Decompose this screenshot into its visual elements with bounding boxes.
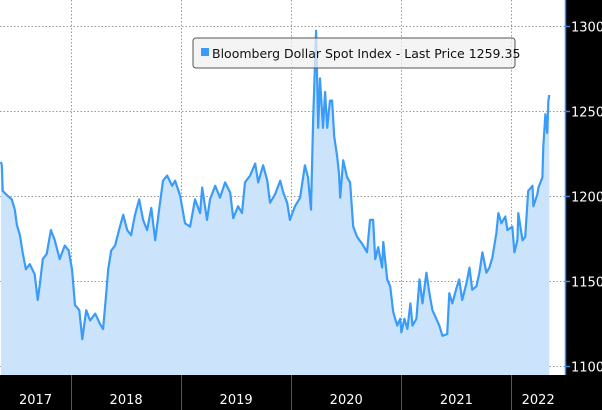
y-tick-label: 1150 [571, 276, 602, 291]
series-area-fill [0, 30, 550, 375]
y-tick-label: 1100 [571, 361, 602, 376]
y-tick-label: 1200 [571, 191, 602, 206]
y-tick-label: 1300 [571, 21, 602, 36]
legend-box [192, 37, 516, 69]
legend-label: Bloomberg Dollar Spot Index - Last Price… [212, 46, 520, 61]
x-tick-label: 2017 [19, 393, 52, 408]
x-tick-label: 2019 [220, 393, 253, 408]
x-tick-label: 2020 [330, 393, 363, 408]
y-tick-label: 1250 [571, 106, 602, 121]
x-tick-label: 2021 [440, 393, 473, 408]
x-tick-label: 2018 [110, 393, 143, 408]
series-line [0, 29, 551, 341]
legend: Bloomberg Dollar Spot Index - Last Price… [192, 37, 520, 69]
x-tick-label: 2022 [522, 393, 555, 408]
legend-swatch-icon [201, 48, 209, 56]
y-axis: 1100 1150 1200 1250 1300 [565, 21, 602, 376]
x-axis: 2017 2018 2019 2020 2021 2022 [19, 375, 555, 410]
